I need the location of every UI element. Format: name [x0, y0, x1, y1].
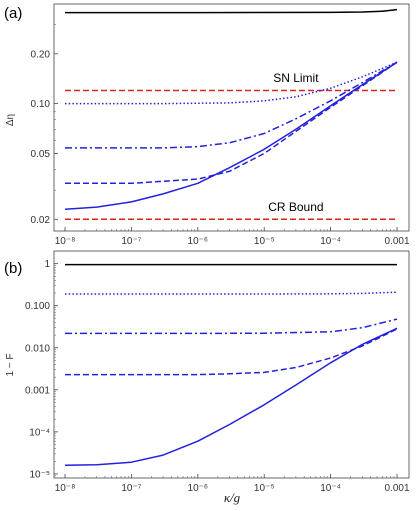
y-tick-label: 0.02	[31, 215, 51, 226]
series-line-2	[65, 291, 398, 295]
plot-frame-a	[53, 3, 410, 232]
x-tick-label: 0.001	[384, 483, 409, 494]
y-tick-label: 0.05	[31, 149, 51, 160]
x-tick-label: 10⁻⁶	[188, 483, 209, 494]
y-axis-label-b: 1 − F	[5, 353, 16, 376]
panel-a: (a) Δη SN Limit CR Bound 10⁻⁸ 10⁻⁷ 10⁻⁶ 10⁻…	[4, 3, 410, 247]
sn-limit-label: SN Limit	[273, 71, 319, 85]
series-line-2	[65, 61, 398, 105]
y-tick-label: 10⁻⁵	[29, 469, 50, 480]
series-line-5	[64, 327, 398, 467]
x-axis-label-b: κ/g	[224, 490, 241, 505]
cr-bound-label: CR Bound	[268, 200, 323, 214]
x-tick-label: 10⁻⁴	[320, 483, 341, 494]
series-line-3	[65, 318, 398, 335]
y-tick-label: 10⁻⁴	[29, 427, 50, 438]
x-tick-label: 10⁻⁸	[55, 483, 76, 494]
series-line-3	[65, 61, 398, 149]
x-tick-label: 10⁻⁸	[55, 236, 76, 247]
x-tick-label: 10⁻⁵	[254, 236, 275, 247]
series-line-4	[65, 61, 398, 185]
y-axis-label-a: Δη	[5, 114, 16, 126]
y-tick-label: 0.100	[25, 301, 50, 312]
panel-label-b: (b)	[4, 260, 22, 277]
panel-label-a: (a)	[4, 5, 22, 22]
series-line-5	[64, 61, 398, 211]
y-tick-label: 0.001	[25, 385, 50, 396]
x-tick-label: 10⁻⁵	[254, 483, 275, 494]
x-tick-label: 10⁻⁷	[121, 236, 141, 247]
x-tick-label: 0.001	[384, 236, 409, 247]
panel-b: (b) 1 − F κ/g 10⁻⁸ 10⁻⁷ 10⁻⁶ 10⁻⁵ 10⁻⁴ 0.001 1…	[4, 250, 410, 505]
x-tick-label: 10⁻⁴	[320, 236, 341, 247]
series-line-4	[65, 328, 398, 376]
y-tick-label: 1	[44, 259, 50, 270]
plot-frame-b	[53, 250, 410, 479]
series-line-1	[65, 8, 398, 14]
y-tick-label: 0.010	[25, 343, 50, 354]
y-tick-label: 0.20	[31, 49, 51, 60]
x-tick-label: 10⁻⁶	[188, 236, 209, 247]
y-tick-label: 0.10	[31, 99, 51, 110]
x-tick-label: 10⁻⁷	[121, 483, 141, 494]
